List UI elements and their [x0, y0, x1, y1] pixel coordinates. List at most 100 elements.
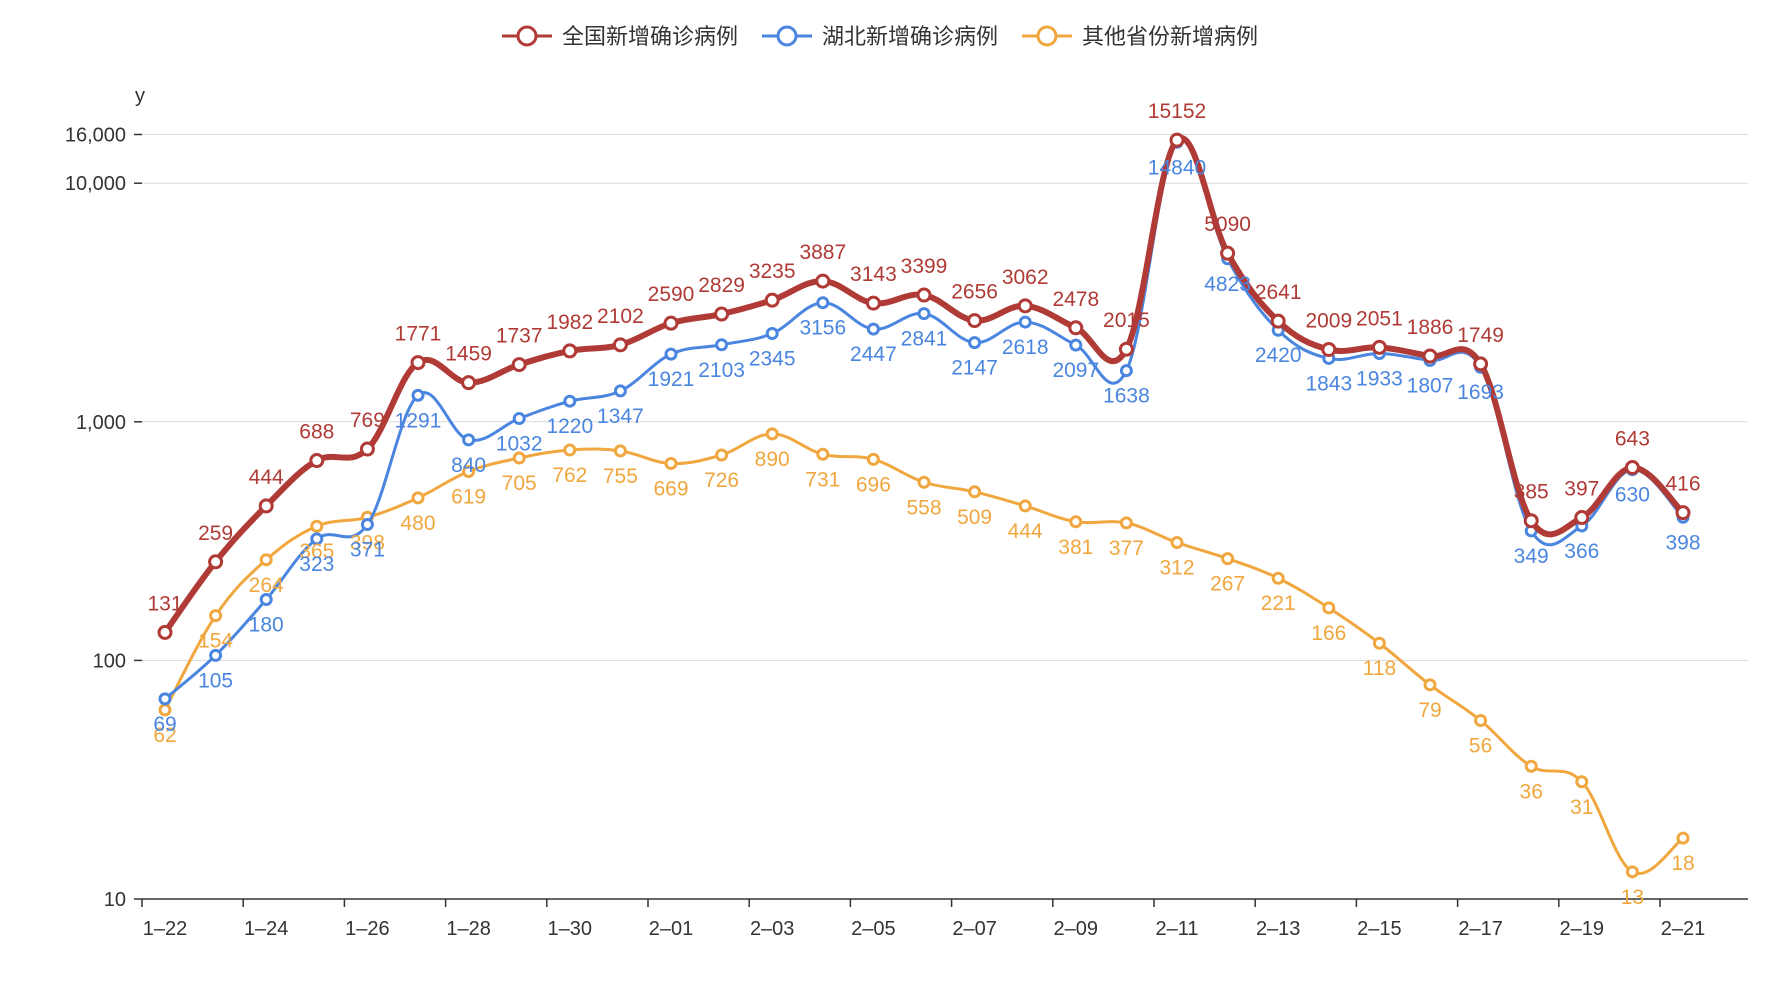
data-point[interactable] [815, 273, 831, 289]
data-point[interactable] [1321, 342, 1337, 358]
data-point[interactable] [1371, 339, 1387, 355]
data-point[interactable] [562, 343, 578, 359]
data-point[interactable] [157, 624, 173, 640]
data-point[interactable] [411, 491, 425, 505]
x-tick-label: 2–01 [649, 918, 694, 940]
data-point[interactable] [715, 448, 729, 462]
data-point[interactable] [1322, 601, 1336, 615]
data-point[interactable] [1423, 678, 1437, 692]
data-point[interactable] [1675, 505, 1691, 521]
data-point[interactable] [1018, 315, 1032, 329]
data-point[interactable] [916, 287, 932, 303]
data-point[interactable] [462, 433, 476, 447]
data-point[interactable] [968, 485, 982, 499]
data-label: 397 [1564, 478, 1599, 501]
data-label: 105 [198, 669, 233, 692]
data-point[interactable] [1422, 348, 1438, 364]
data-point[interactable] [411, 388, 425, 402]
data-point[interactable] [664, 347, 678, 361]
data-point[interactable] [664, 456, 678, 470]
data-point[interactable] [310, 519, 324, 533]
data-label: 444 [249, 466, 284, 489]
data-point[interactable] [1473, 356, 1489, 372]
data-point[interactable] [209, 609, 223, 623]
data-point[interactable] [866, 322, 880, 336]
data-point[interactable] [209, 648, 223, 662]
data-point[interactable] [1170, 535, 1184, 549]
data-point[interactable] [1270, 313, 1286, 329]
data-point[interactable] [613, 384, 627, 398]
data-point[interactable] [1169, 132, 1185, 148]
data-point[interactable] [258, 498, 274, 514]
data-point[interactable] [917, 475, 931, 489]
data-label: 118 [1363, 657, 1396, 680]
data-point[interactable] [259, 592, 273, 606]
legend-label: 全国新增确诊病例 [562, 25, 738, 50]
data-point[interactable] [1069, 515, 1083, 529]
data-point[interactable] [462, 465, 476, 479]
data-point[interactable] [1118, 341, 1134, 357]
data-point[interactable] [461, 375, 477, 391]
legend[interactable]: 全国新增确诊病例 湖北新增确诊病例 其他省份新增病例 [502, 25, 1258, 50]
data-point[interactable] [816, 447, 830, 461]
data-label: 2829 [698, 274, 745, 297]
data-point[interactable] [208, 554, 224, 570]
data-point[interactable] [917, 307, 931, 321]
data-point[interactable] [1676, 831, 1690, 845]
data-point[interactable] [1574, 510, 1590, 526]
legend-item[interactable]: 湖北新增确诊病例 [762, 25, 998, 50]
data-point[interactable] [563, 443, 577, 457]
data-point[interactable] [259, 553, 273, 567]
data-point[interactable] [1474, 713, 1488, 727]
data-point[interactable] [360, 518, 374, 532]
series-line [163, 138, 1685, 701]
data-point[interactable] [309, 453, 325, 469]
data-point[interactable] [1119, 516, 1133, 530]
data-point[interactable] [512, 412, 526, 426]
data-label: 509 [957, 506, 992, 529]
data-point[interactable] [613, 444, 627, 458]
data-point[interactable] [967, 313, 983, 329]
data-point[interactable] [1069, 338, 1083, 352]
data-point[interactable] [1271, 571, 1285, 585]
data-point[interactable] [512, 451, 526, 465]
data-point[interactable] [866, 452, 880, 466]
data-point[interactable] [612, 337, 628, 353]
data-point[interactable] [1372, 636, 1386, 650]
data-point[interactable] [816, 296, 830, 310]
data-point[interactable] [765, 326, 779, 340]
data-point[interactable] [158, 692, 172, 706]
data-point[interactable] [359, 441, 375, 457]
data-point[interactable] [865, 295, 881, 311]
data-label: 444 [1008, 520, 1043, 543]
data-point[interactable] [764, 292, 780, 308]
data-point[interactable] [1018, 499, 1032, 513]
legend-item[interactable]: 其他省份新增病例 [1022, 25, 1258, 50]
data-label: 56 [1469, 734, 1492, 757]
data-point[interactable] [1017, 298, 1033, 314]
data-label: 840 [451, 454, 486, 477]
data-point[interactable] [1575, 775, 1589, 789]
data-point[interactable] [410, 355, 426, 371]
data-point[interactable] [511, 357, 527, 373]
data-point[interactable] [1524, 759, 1538, 773]
data-point[interactable] [1068, 320, 1084, 336]
data-point[interactable] [714, 306, 730, 322]
data-point[interactable] [765, 427, 779, 441]
legend-item[interactable]: 全国新增确诊病例 [502, 25, 738, 50]
data-label: 619 [451, 486, 486, 509]
data-point[interactable] [1624, 460, 1640, 476]
data-label: 1459 [445, 343, 492, 366]
data-point[interactable] [1221, 552, 1235, 566]
data-point[interactable] [715, 338, 729, 352]
data-point[interactable] [1523, 513, 1539, 529]
data-point[interactable] [1625, 865, 1639, 879]
data-point[interactable] [968, 336, 982, 350]
y-tick-label: 10,000 [65, 173, 126, 195]
data-label: 688 [299, 421, 334, 444]
data-point[interactable] [1220, 245, 1236, 261]
data-point[interactable] [310, 532, 324, 546]
data-point[interactable] [563, 394, 577, 408]
data-point[interactable] [663, 315, 679, 331]
data-point[interactable] [1119, 364, 1133, 378]
